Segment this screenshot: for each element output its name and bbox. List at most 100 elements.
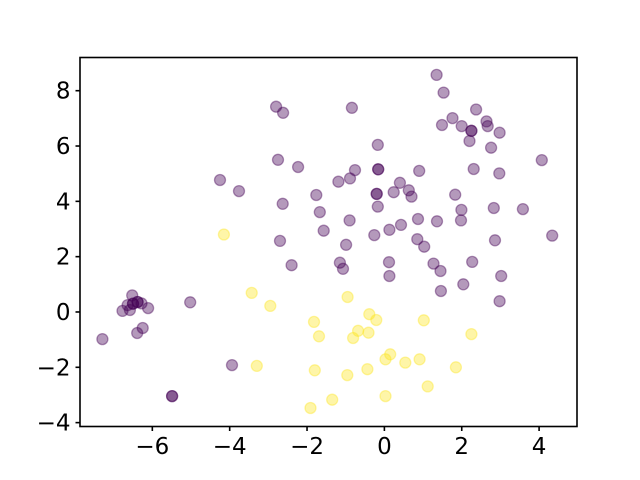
- data-point-class-purple: [546, 229, 559, 242]
- data-point-class-purple: [487, 201, 500, 215]
- data-point-class-purple: [276, 197, 289, 210]
- axes-spines: [79, 56, 578, 428]
- x-axis-tick-label: 4: [532, 434, 547, 460]
- x-axis-tick-label: 2: [454, 434, 469, 460]
- data-point-class-purple: [383, 223, 396, 236]
- data-point-class-purple: [343, 172, 357, 185]
- data-point-class-purple: [466, 255, 479, 269]
- x-axis-tick-label: 0: [377, 434, 392, 460]
- y-axis-tick-label: 2: [56, 245, 71, 271]
- data-point-class-purple: [276, 106, 290, 119]
- data-point-class-purple: [493, 295, 506, 308]
- data-point-class-purple: [437, 86, 450, 99]
- data-point-class-purple: [371, 138, 384, 152]
- data-point-class-purple: [467, 162, 480, 176]
- data-point-class-yellow: [384, 348, 397, 361]
- x-axis-tick-label: −4: [213, 434, 247, 460]
- data-point-class-yellow: [264, 299, 277, 313]
- data-point-class-purple: [271, 153, 285, 166]
- data-point-class-purple: [434, 264, 447, 278]
- data-point-class-yellow: [413, 353, 426, 366]
- data-point-class-purple: [405, 190, 418, 203]
- y-axis-tick-label: 4: [56, 189, 71, 215]
- data-point-class-purple: [126, 289, 139, 302]
- data-point-class-yellow: [363, 308, 376, 321]
- data-point-class-purple: [481, 119, 494, 133]
- data-point-class-purple: [184, 296, 197, 309]
- data-point-class-purple: [317, 224, 330, 237]
- data-point-class-purple: [411, 212, 425, 226]
- data-point-class-purple: [336, 262, 350, 275]
- data-point-class-purple: [493, 167, 506, 180]
- data-point-class-purple: [465, 124, 478, 137]
- data-point-class-yellow: [379, 353, 392, 366]
- data-point-class-purple: [141, 301, 155, 315]
- data-point-class-purple: [343, 214, 356, 227]
- data-point-class-purple: [136, 321, 149, 335]
- data-point-class-yellow: [326, 393, 339, 406]
- data-point-class-purple: [273, 234, 287, 248]
- data-point-class-yellow: [399, 356, 412, 369]
- data-point-class-purple: [225, 358, 239, 372]
- data-point-class-yellow: [370, 313, 383, 327]
- data-point-class-purple: [480, 115, 493, 128]
- data-point-class-yellow: [341, 290, 354, 304]
- data-point-class-purple: [213, 173, 227, 187]
- data-point-class-purple: [516, 202, 530, 216]
- data-point-class-purple: [455, 203, 468, 217]
- data-point-class-purple: [430, 215, 444, 228]
- data-point-class-purple: [368, 228, 381, 242]
- data-point-class-purple: [123, 303, 137, 317]
- data-point-class-yellow: [379, 389, 392, 403]
- data-point-class-purple: [427, 257, 440, 270]
- data-point-class-purple: [165, 389, 179, 403]
- data-point-class-yellow: [417, 314, 430, 327]
- y-axis-tick-label: 8: [56, 79, 71, 105]
- y-axis-tick-label: 6: [56, 134, 71, 160]
- data-point-class-purple: [269, 100, 283, 113]
- data-point-class-yellow: [346, 331, 360, 345]
- data-point-class-purple: [126, 297, 140, 310]
- data-point-class-purple: [457, 278, 470, 291]
- y-axis-tick-label: 0: [56, 300, 71, 326]
- data-point-class-purple: [332, 175, 345, 188]
- data-point-class-purple: [495, 269, 508, 283]
- data-point-class-purple: [463, 134, 476, 148]
- data-point-class-purple: [121, 298, 134, 312]
- data-point-class-purple: [394, 218, 408, 232]
- data-point-class-purple: [370, 187, 383, 201]
- data-point-class-purple: [116, 304, 129, 318]
- data-point-class-purple: [339, 238, 353, 251]
- data-point-class-yellow: [250, 359, 263, 373]
- data-point-class-purple: [454, 214, 468, 227]
- data-point-class-purple: [372, 163, 385, 176]
- data-point-class-purple: [96, 332, 109, 346]
- data-point-class-purple: [372, 163, 385, 176]
- data-point-class-yellow: [361, 363, 374, 376]
- data-point-class-purple: [413, 164, 426, 178]
- data-point-class-yellow: [245, 286, 258, 300]
- y-axis-tick-label: −4: [37, 411, 71, 437]
- data-point-class-purple: [135, 297, 148, 310]
- data-point-class-purple: [535, 153, 548, 167]
- data-point-class-purple: [393, 176, 407, 189]
- data-point-class-purple: [435, 118, 449, 132]
- data-point-class-yellow: [351, 324, 365, 337]
- data-point-class-purple: [345, 101, 359, 114]
- data-point-class-purple: [383, 269, 396, 283]
- data-point-class-purple: [313, 205, 326, 219]
- data-point-class-purple: [131, 295, 144, 309]
- data-point-class-purple: [484, 141, 498, 154]
- data-point-class-yellow: [304, 401, 317, 415]
- data-point-class-purple: [333, 256, 347, 269]
- data-point-class-purple: [469, 103, 483, 116]
- data-point-class-yellow: [308, 364, 321, 377]
- x-axis-tick-label: −6: [135, 434, 169, 460]
- data-point-class-purple: [446, 111, 459, 125]
- data-point-class-purple: [449, 188, 462, 201]
- data-point-class-purple: [291, 160, 305, 174]
- x-axis-tick-label: −2: [290, 434, 324, 460]
